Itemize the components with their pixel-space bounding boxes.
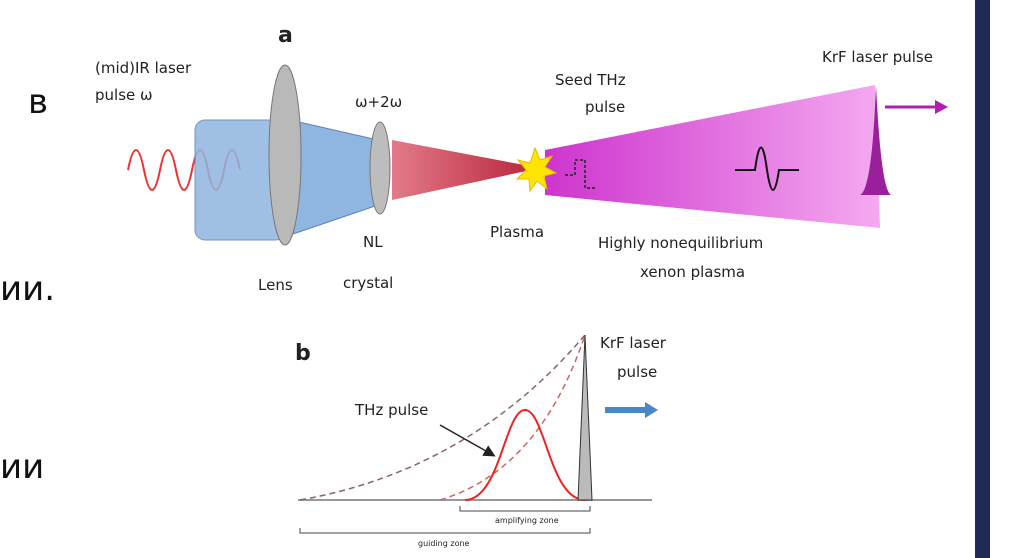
label: KrF laser pulse (822, 48, 933, 66)
label: KrF laser (600, 334, 667, 352)
krf-arrow-head (935, 100, 948, 114)
label: Lens (258, 276, 293, 294)
direction-arrow-head (645, 402, 658, 418)
dashed-envelope (300, 335, 585, 500)
panel-b: b KrF laser pulse THz pulse amplifying z… (295, 334, 667, 548)
slide-text: ии. (0, 269, 55, 309)
lens (269, 65, 301, 245)
panel-label: a (278, 23, 293, 48)
red-cone (392, 140, 540, 200)
label: pulse ω (95, 86, 153, 104)
slide: в ии. ии a (mid)IR laser pulse ω ω+2ω Se… (0, 0, 1009, 558)
label: pulse (585, 98, 625, 116)
krf-spike (578, 335, 592, 500)
label: guiding zone (418, 539, 470, 548)
nl-crystal (370, 122, 390, 214)
pointer (440, 425, 493, 455)
label: (mid)IR laser (95, 59, 192, 77)
bracket (300, 528, 590, 533)
focused-beam (290, 120, 378, 235)
label: Highly nonequilibrium (598, 234, 763, 252)
label: ω+2ω (355, 93, 402, 111)
slide-text: ии (0, 447, 44, 487)
panel-a: a (mid)IR laser pulse ω ω+2ω Seed THz pu… (95, 23, 948, 294)
label: crystal (343, 274, 393, 292)
label: Plasma (490, 223, 544, 241)
panel-label: b (295, 341, 311, 366)
label: pulse (617, 363, 657, 381)
label: Seed THz (555, 71, 626, 89)
label: xenon plasma (640, 263, 745, 281)
label: amplifying zone (495, 516, 559, 525)
side-bar (975, 0, 990, 558)
slide-text: в (28, 82, 48, 122)
label: NL (363, 233, 383, 251)
thz-gaussian (465, 410, 585, 500)
bracket (460, 506, 590, 511)
label: THz pulse (354, 401, 428, 419)
